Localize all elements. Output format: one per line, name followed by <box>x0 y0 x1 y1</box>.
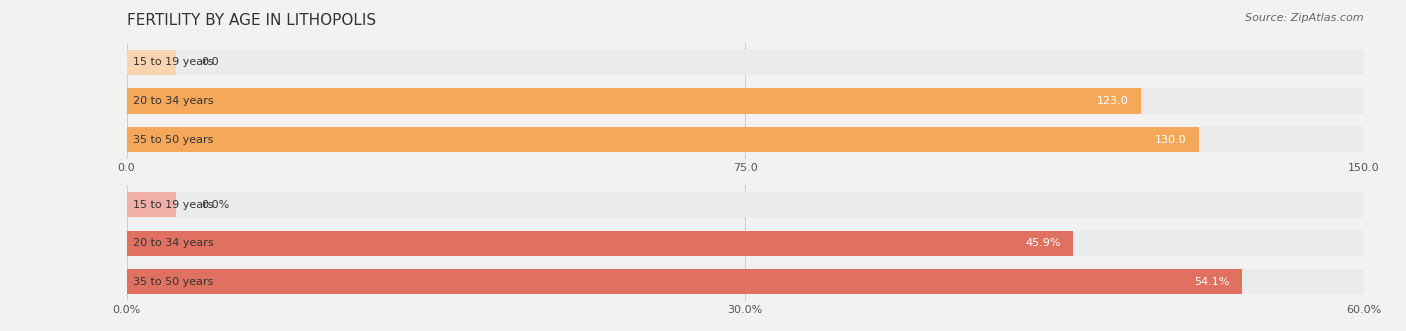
Text: 20 to 34 years: 20 to 34 years <box>132 96 214 106</box>
Bar <box>127 50 1364 75</box>
Text: 15 to 19 years: 15 to 19 years <box>132 57 214 67</box>
Text: 54.1%: 54.1% <box>1195 277 1230 287</box>
Text: FERTILITY BY AGE IN LITHOPOLIS: FERTILITY BY AGE IN LITHOPOLIS <box>127 13 375 28</box>
Text: 123.0: 123.0 <box>1097 96 1129 106</box>
Text: 130.0: 130.0 <box>1154 135 1187 145</box>
Text: 20 to 34 years: 20 to 34 years <box>132 238 214 248</box>
Bar <box>127 50 176 75</box>
Text: 15 to 19 years: 15 to 19 years <box>132 200 214 210</box>
Text: 0.0%: 0.0% <box>201 200 229 210</box>
Bar <box>127 88 1142 114</box>
Text: Source: ZipAtlas.com: Source: ZipAtlas.com <box>1246 13 1364 23</box>
Bar <box>127 88 1364 114</box>
Text: 45.9%: 45.9% <box>1025 238 1060 248</box>
Text: 35 to 50 years: 35 to 50 years <box>132 277 214 287</box>
Bar <box>127 192 176 217</box>
Bar <box>127 269 1241 295</box>
Bar <box>127 231 1364 256</box>
Bar <box>127 127 1199 152</box>
Bar <box>127 192 1364 217</box>
Bar <box>127 231 1073 256</box>
Text: 0.0: 0.0 <box>201 57 218 67</box>
Bar <box>127 127 1364 152</box>
Bar <box>127 269 1364 295</box>
Text: 35 to 50 years: 35 to 50 years <box>132 135 214 145</box>
